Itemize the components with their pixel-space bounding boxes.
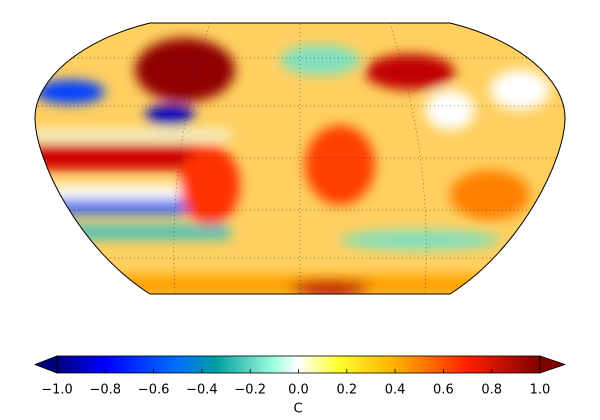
colorbar-tick-label: 1.0 (530, 383, 551, 398)
colorbar-tick-label: 0.6 (433, 383, 454, 398)
colorbar-body (57, 356, 540, 373)
colorbar-tick-label: 0.4 (385, 383, 406, 398)
colorbar-extend-low (33, 355, 58, 374)
colorbar-tick-label: 0.0 (288, 383, 309, 398)
colorbar-label: C (293, 402, 302, 417)
colorbar-tick-label: −0.4 (186, 383, 218, 398)
colorbar-tick-label: 0.2 (336, 383, 357, 398)
colorbar-tick-label: −0.2 (234, 383, 266, 398)
map-field (35, 23, 565, 294)
colorbar-tick-label: −0.8 (90, 383, 122, 398)
colorbar-extend-high (539, 355, 567, 374)
map-boundary (34, 22, 566, 295)
colorbar-tick-label: −0.6 (138, 383, 170, 398)
colorbar: C −1.0 −0.8 −0.6 −0.4 −0.2 0.0 0.2 0.4 0.6 0.8 1.0 (33, 355, 567, 417)
colorbar-tick-label: 0.8 (481, 383, 502, 398)
colorbar-tick-label: −1.0 (41, 383, 73, 398)
